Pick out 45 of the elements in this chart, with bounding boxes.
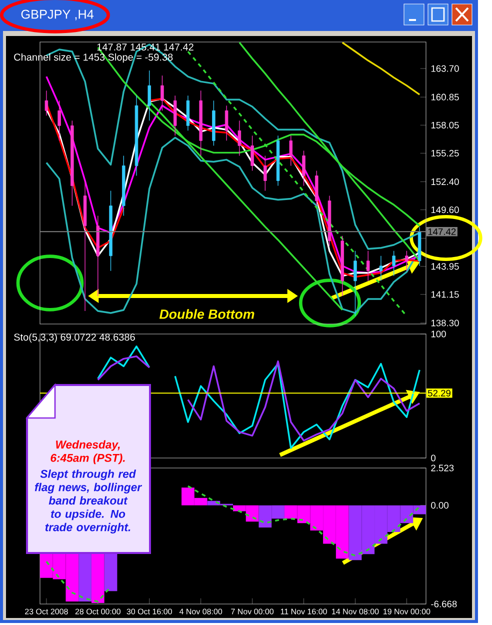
y-tick-label: 158.05 [431,122,459,128]
x-tick-label: 7 Nov 00:00 [231,608,274,614]
y-tick-label: 138.30 [431,320,459,326]
x-tick-label: 19 Nov 00:00 [384,608,430,614]
y-tick-label: 155.25 [431,150,459,156]
x-tick-label: 28 Oct 00:00 [75,608,120,614]
y-tick-label: 141.15 [431,291,459,298]
y-tick-label: 152.40 [431,178,459,186]
candlestick [366,250,370,282]
y-tick-label: 143.95 [431,263,459,270]
y-tick-label: -6.668 [431,600,457,608]
candlestick [250,135,254,172]
y-tick-label: 0.00 [431,502,449,509]
candlestick [302,150,306,186]
candlestick [238,120,242,156]
y-tick-label: 100 [431,330,446,338]
candlestick [160,75,164,111]
chart-title: GBPJPY ,H4 [21,10,94,20]
x-tick-label: 30 Oct 16:00 [126,608,172,614]
annotation: Double Bottom [159,309,254,319]
candlestick [289,135,293,166]
ref-line-label: 147.42 [428,228,456,235]
annotation: Slept through red flag news, bollinger band breakout to upside. No trade overnight. [34,470,142,534]
candlestick [264,155,267,192]
candlestick [392,250,396,276]
candlestick [148,70,151,121]
annotation: Sto(5,3,3) 69.0722 48.6386 [14,333,135,343]
x-tick-label: 23 Oct 2008 [25,608,68,614]
x-tick-label: 14 Nov 08:00 [332,608,379,614]
candlestick [405,250,408,272]
candlestick [224,105,228,142]
line-series [341,42,420,96]
candlestick [354,250,357,316]
x-tick-label: 4 Nov 08:00 [179,608,222,614]
candlestick [58,100,61,142]
y-tick-label: 163.70 [431,65,459,72]
y-tick-label: 160.85 [431,94,459,100]
y-tick-label: 149.60 [431,206,459,214]
annotation: Wednesday, 6:45am (PST). [50,440,125,464]
y-tick-label: 0 [431,454,436,462]
x-tick-label: 11 Nov 16:00 [280,608,327,614]
y-tick-label: 2.523 [431,464,454,472]
ref-line-label: 52.29 [428,390,450,396]
candlestick [44,90,48,116]
candlestick [379,256,383,282]
